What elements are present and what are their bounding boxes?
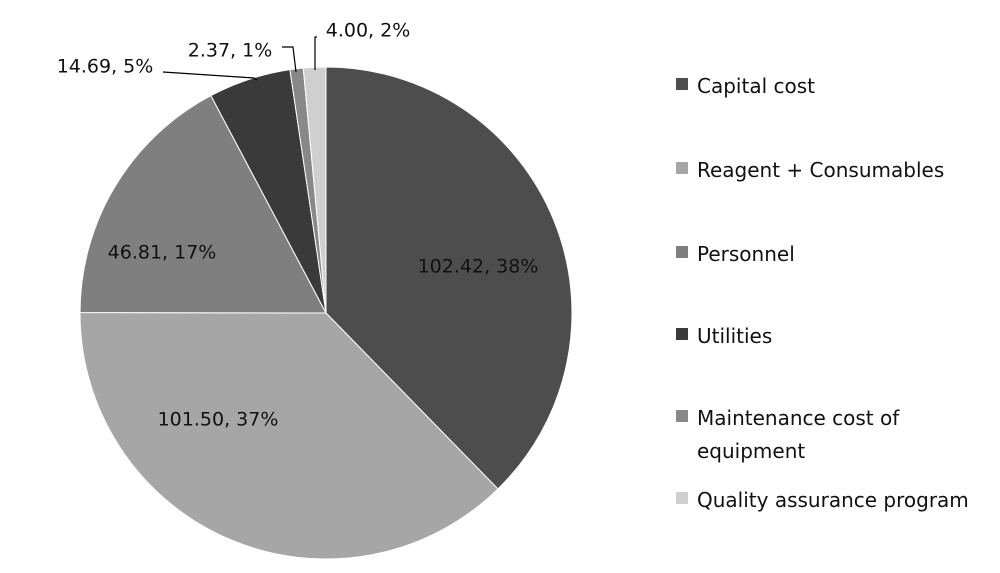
legend-label: Maintenance cost of equipment (697, 406, 900, 463)
legend-item: Personnel (676, 238, 795, 271)
legend-label: Personnel (697, 242, 795, 266)
legend-item: Reagent + Consumables (676, 154, 944, 187)
legend-swatch (676, 328, 688, 340)
pie-slice-capital-cost (325, 66, 573, 490)
data-label: 102.42, 38% (418, 256, 539, 278)
data-label: 4.00, 2% (326, 20, 411, 42)
legend-item: Quality assurance program (676, 484, 969, 517)
leader-line (162, 71, 258, 81)
data-label: 101.50, 37% (158, 409, 279, 431)
legend-swatch (676, 162, 688, 174)
legend-swatch (676, 492, 688, 504)
pie-slice-personnel (79, 94, 327, 314)
data-label: 2.37, 1% (188, 40, 273, 62)
pie-slice-reagent-consumables (79, 312, 499, 560)
legend-label: Quality assurance program (697, 488, 969, 512)
legend-item: Utilities (676, 320, 772, 353)
legend-item: Maintenance cost of equipment (676, 402, 937, 468)
legend-swatch (676, 78, 688, 90)
data-label: 14.69, 5% (57, 56, 154, 78)
legend-swatch (676, 410, 688, 422)
legend-label: Capital cost (697, 74, 815, 98)
legend-label: Utilities (697, 324, 773, 348)
legend-label: Reagent + Consumables (697, 158, 945, 182)
legend-item: Capital cost (676, 70, 815, 103)
legend-swatch (676, 246, 688, 258)
data-label: 46.81, 17% (108, 242, 217, 264)
leader-line (282, 46, 297, 73)
leader-line (314, 36, 317, 70)
